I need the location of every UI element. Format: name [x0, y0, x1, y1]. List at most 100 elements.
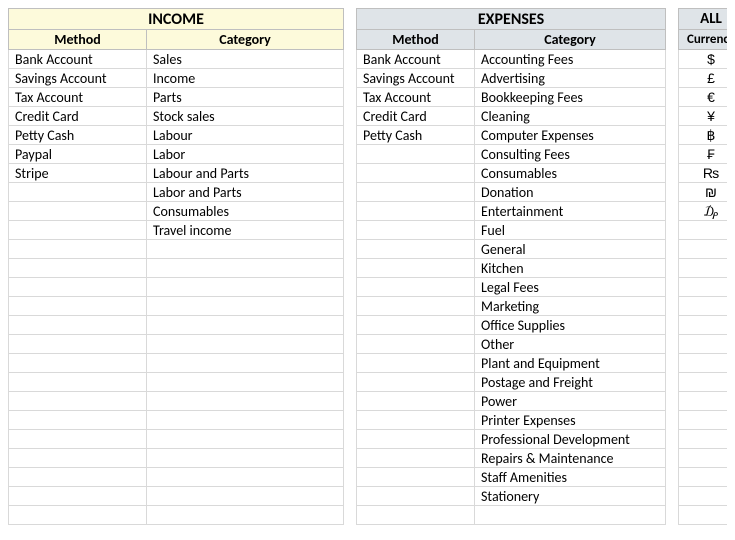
table-row[interactable]: Marketing	[356, 297, 666, 316]
income-category-cell[interactable]	[147, 392, 343, 410]
income-category-cell[interactable]	[147, 240, 343, 258]
table-row[interactable]: $	[678, 50, 727, 69]
expenses-category-cell[interactable]: Bookkeeping Fees	[475, 88, 665, 106]
income-category-cell[interactable]	[147, 354, 343, 372]
income-category-cell[interactable]	[147, 430, 343, 448]
expenses-method-cell[interactable]	[357, 373, 475, 391]
income-category-cell[interactable]	[147, 411, 343, 429]
table-row[interactable]	[678, 468, 727, 487]
income-category-cell[interactable]	[147, 468, 343, 486]
currency-cell[interactable]: £	[679, 69, 727, 87]
currency-cell[interactable]	[679, 316, 727, 334]
expenses-method-cell[interactable]	[357, 259, 475, 277]
table-row[interactable]	[678, 335, 727, 354]
expenses-category-cell[interactable]: Kitchen	[475, 259, 665, 277]
expenses-category-cell[interactable]: Consulting Fees	[475, 145, 665, 163]
expenses-category-cell[interactable]: Marketing	[475, 297, 665, 315]
currency-cell[interactable]: ¥	[679, 107, 727, 125]
expenses-method-cell[interactable]	[357, 183, 475, 201]
table-row[interactable]	[8, 506, 344, 525]
table-row[interactable]	[8, 297, 344, 316]
table-row[interactable]	[678, 259, 727, 278]
income-method-cell[interactable]	[9, 240, 147, 258]
income-category-cell[interactable]: Stock sales	[147, 107, 343, 125]
currency-cell[interactable]	[679, 430, 727, 448]
currency-cell[interactable]: ฿	[679, 126, 727, 144]
expenses-category-cell[interactable]: Cleaning	[475, 107, 665, 125]
expenses-category-cell[interactable]: Advertising	[475, 69, 665, 87]
expenses-method-cell[interactable]	[357, 411, 475, 429]
expenses-category-cell[interactable]: Consumables	[475, 164, 665, 182]
table-row[interactable]	[678, 278, 727, 297]
income-method-cell[interactable]: Bank Account	[9, 50, 147, 68]
income-method-cell[interactable]	[9, 221, 147, 239]
table-row[interactable]: Plant and Equipment	[356, 354, 666, 373]
table-row[interactable]: Entertainment	[356, 202, 666, 221]
currency-cell[interactable]: ₪	[679, 183, 727, 201]
income-method-cell[interactable]: Petty Cash	[9, 126, 147, 144]
table-row[interactable]: Petty CashLabour	[8, 126, 344, 145]
expenses-method-cell[interactable]	[357, 468, 475, 486]
expenses-category-cell[interactable]: Staff Amenities	[475, 468, 665, 486]
expenses-method-cell[interactable]: Tax Account	[357, 88, 475, 106]
table-row[interactable]	[8, 411, 344, 430]
table-row[interactable]: PaypalLabor	[8, 145, 344, 164]
income-category-cell[interactable]	[147, 316, 343, 334]
income-category-cell[interactable]	[147, 297, 343, 315]
income-category-cell[interactable]	[147, 506, 343, 524]
table-row[interactable]: ₨	[678, 164, 727, 183]
expenses-method-cell[interactable]	[357, 392, 475, 410]
expenses-category-cell[interactable]: Computer Expenses	[475, 126, 665, 144]
table-row[interactable]: ₯	[678, 202, 727, 221]
table-row[interactable]: Printer Expenses	[356, 411, 666, 430]
table-row[interactable]: Power	[356, 392, 666, 411]
expenses-method-cell[interactable]	[357, 202, 475, 220]
expenses-method-cell[interactable]: Credit Card	[357, 107, 475, 125]
table-row[interactable]	[678, 392, 727, 411]
expenses-method-cell[interactable]	[357, 487, 475, 505]
table-row[interactable]: Credit CardStock sales	[8, 107, 344, 126]
currency-cell[interactable]	[679, 373, 727, 391]
currency-cell[interactable]	[679, 240, 727, 258]
table-row[interactable]: Consumables	[356, 164, 666, 183]
income-method-cell[interactable]: Credit Card	[9, 107, 147, 125]
income-category-cell[interactable]: Income	[147, 69, 343, 87]
expenses-method-cell[interactable]	[357, 164, 475, 182]
table-row[interactable]: Savings AccountAdvertising	[356, 69, 666, 88]
table-row[interactable]	[678, 487, 727, 506]
currency-cell[interactable]	[679, 392, 727, 410]
table-row[interactable]: Kitchen	[356, 259, 666, 278]
table-row[interactable]: Credit CardCleaning	[356, 107, 666, 126]
expenses-method-cell[interactable]	[357, 240, 475, 258]
table-row[interactable]	[8, 354, 344, 373]
table-row[interactable]: General	[356, 240, 666, 259]
expenses-method-cell[interactable]	[357, 335, 475, 353]
income-method-cell[interactable]: Tax Account	[9, 88, 147, 106]
income-category-cell[interactable]: Sales	[147, 50, 343, 68]
table-row[interactable]	[678, 430, 727, 449]
table-row[interactable]: Petty CashComputer Expenses	[356, 126, 666, 145]
income-category-cell[interactable]	[147, 335, 343, 353]
table-row[interactable]: Travel income	[8, 221, 344, 240]
table-row[interactable]	[8, 278, 344, 297]
expenses-method-cell[interactable]	[357, 278, 475, 296]
expenses-method-cell[interactable]	[357, 506, 475, 524]
table-row[interactable]	[8, 430, 344, 449]
table-row[interactable]: Savings AccountIncome	[8, 69, 344, 88]
table-row[interactable]	[8, 468, 344, 487]
expenses-method-cell[interactable]: Petty Cash	[357, 126, 475, 144]
expenses-category-cell[interactable]: Donation	[475, 183, 665, 201]
table-row[interactable]: Consumables	[8, 202, 344, 221]
income-method-cell[interactable]	[9, 411, 147, 429]
income-category-cell[interactable]: Consumables	[147, 202, 343, 220]
table-row[interactable]: Labor and Parts	[8, 183, 344, 202]
expenses-category-cell[interactable]: Plant and Equipment	[475, 354, 665, 372]
currency-cell[interactable]	[679, 278, 727, 296]
table-row[interactable]	[8, 316, 344, 335]
currency-cell[interactable]: $	[679, 50, 727, 68]
table-row[interactable]	[356, 506, 666, 525]
expenses-method-cell[interactable]: Savings Account	[357, 69, 475, 87]
table-row[interactable]	[678, 411, 727, 430]
table-row[interactable]: Stationery	[356, 487, 666, 506]
expenses-category-cell[interactable]: General	[475, 240, 665, 258]
